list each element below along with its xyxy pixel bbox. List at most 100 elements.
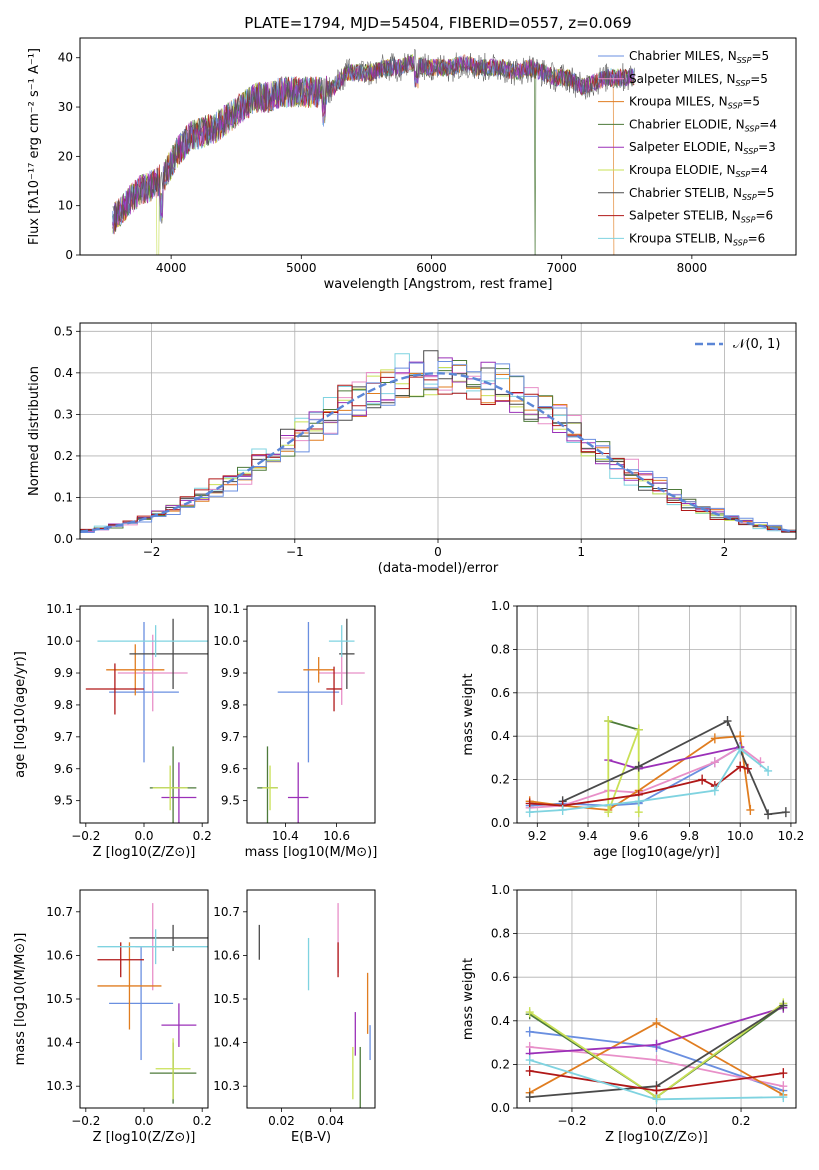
axes-frame <box>246 605 376 824</box>
legend-label: Kroupa MILES, NSSP=5 <box>629 95 760 111</box>
x-tick-label: 9.2 <box>528 829 547 843</box>
x-tick-label: 0.02 <box>268 1114 295 1128</box>
spectrum-panel: 4000 5000 6000 7000 8000 0 10 20 30 40 wavelength … <box>27 37 797 292</box>
x-tick-label: 8000 <box>677 261 708 275</box>
observed-spectrum-line <box>112 48 635 232</box>
axes-frame <box>516 605 797 824</box>
y-tick-label: 0.2 <box>54 449 73 463</box>
y-tick-label: 20 <box>58 149 73 163</box>
x-tick-label: −0.2 <box>557 1114 586 1128</box>
y-tick-label: 9.8 <box>54 698 73 712</box>
x-tick-label: 9.6 <box>629 829 648 843</box>
plot-area <box>525 998 788 1105</box>
y-axis-label: mass weight <box>461 673 476 755</box>
x-tick-label: 2 <box>721 545 729 559</box>
age-vs-metallicity-panel: −0.2 0.0 0.2 9.5 9.6 9.7 9.8 9.9 10.0 10.1 Z [log1… <box>13 602 212 860</box>
x-axis-label: Z [log10(Z/Z⊙)] <box>605 1130 708 1145</box>
weight-series-line <box>529 747 769 813</box>
y-tick-label: 0.0 <box>491 816 510 830</box>
axes-frame <box>516 889 797 1109</box>
y-tick-label: 10 <box>58 199 73 213</box>
normal-curve <box>80 372 794 533</box>
x-tick-label: 0.04 <box>317 1114 344 1128</box>
y-tick-label: 9.8 <box>221 698 240 712</box>
y-axis-label: Flux [fλ10⁻¹⁷ erg cm⁻² s⁻¹ A⁻¹] <box>27 48 42 245</box>
legend-label: Kroupa ELODIE, NSSP=4 <box>629 163 768 179</box>
y-tick-label: 0.4 <box>54 366 73 380</box>
axes-frame <box>79 605 209 824</box>
weight-series-line <box>529 746 741 807</box>
y-tick-label: 9.7 <box>221 730 240 744</box>
x-tick-label: 0.0 <box>134 829 153 843</box>
x-tick-label: −1 <box>286 545 304 559</box>
x-tick-label: −0.2 <box>71 1114 100 1128</box>
legend-label: Chabrier MILES, NSSP=5 <box>629 49 769 65</box>
y-tick-label: 1.0 <box>491 883 510 897</box>
y-axis-label: mass weight <box>461 958 476 1040</box>
y-tick-label: 9.5 <box>221 794 240 808</box>
y-tick-label: 10.0 <box>46 634 73 648</box>
legend-label: Salpeter MILES, NSSP=5 <box>629 72 768 88</box>
x-tick-label: 4000 <box>156 261 187 275</box>
y-tick-label: 0.0 <box>491 1101 510 1115</box>
y-tick-label: 0.4 <box>491 729 510 743</box>
y-tick-label: 10.7 <box>213 905 240 919</box>
y-tick-label: 0.6 <box>491 686 510 700</box>
y-tick-label: 9.7 <box>54 730 73 744</box>
legend-label: Chabrier ELODIE, NSSP=4 <box>629 117 777 133</box>
x-tick-label: 0 <box>434 545 442 559</box>
y-tick-label: 9.6 <box>221 762 240 776</box>
y-tick-label: 0.4 <box>491 1014 510 1028</box>
plot-area <box>97 903 208 1104</box>
figure-title: PLATE=1794, MJD=54504, FIBERID=0557, z=0… <box>244 14 631 32</box>
x-tick-label: 5000 <box>286 261 317 275</box>
axes-frame <box>246 889 376 1109</box>
y-tick-label: 0.6 <box>491 970 510 984</box>
y-axis-label: Normed distribution <box>27 366 42 496</box>
y-tick-label: 0 <box>65 248 73 262</box>
x-tick-label: 9.4 <box>578 829 597 843</box>
legend-label: Chabrier STELIB, NSSP=5 <box>629 186 774 202</box>
legend-label: Salpeter STELIB, NSSP=6 <box>629 209 773 225</box>
x-axis-label: Z [log10(Z/Z⊙)] <box>93 845 196 860</box>
y-tick-label: 10.6 <box>46 948 73 962</box>
legend-label: Salpeter ELODIE, NSSP=3 <box>629 140 776 156</box>
residual-histogram-panel: −2 −1 0 1 2 0.0 0.1 0.2 0.3 0.4 0.5 (data-model)/er… <box>27 322 797 576</box>
y-tick-label: 0.8 <box>491 927 510 941</box>
weight-series-line <box>608 720 639 731</box>
y-tick-label: 0.5 <box>54 324 73 338</box>
x-axis-label: age [log10(age/yr)] <box>593 845 720 860</box>
y-tick-label: 10.0 <box>213 634 240 648</box>
y-tick-label: 10.7 <box>46 905 73 919</box>
spectrum-line <box>112 56 635 235</box>
plot-area <box>525 716 790 820</box>
plot-area <box>257 618 365 823</box>
y-axis-label: age [log10(age/yr)] <box>13 651 28 778</box>
y-tick-label: 10.1 <box>46 602 73 616</box>
y-tick-label: 10.5 <box>213 992 240 1006</box>
y-tick-label: 0.2 <box>491 1057 510 1071</box>
y-tick-label: 10.4 <box>46 1036 73 1050</box>
age-vs-mass-panel: 10.4 10.6 9.5 9.6 9.7 9.8 9.9 10.0 10.1 mass [log… <box>213 602 377 860</box>
x-axis-label: wavelength [Angstrom, rest frame] <box>324 277 553 292</box>
x-axis-label: Z [log10(Z/Z⊙)] <box>93 1130 196 1145</box>
x-tick-label: 0.0 <box>647 1114 666 1128</box>
x-tick-label: −0.2 <box>71 829 100 843</box>
axes-frame <box>79 322 797 540</box>
y-tick-label: 10.3 <box>213 1079 240 1093</box>
y-tick-label: 10.1 <box>213 602 240 616</box>
weight-vs-metallicity-panel: −0.2 0.0 0.2 0.0 0.2 0.4 0.6 0.8 1.0 Z [log10(Z/Z… <box>461 883 797 1145</box>
x-tick-label: 10.4 <box>272 829 299 843</box>
y-tick-label: 9.5 <box>54 794 73 808</box>
x-tick-label: 6000 <box>416 261 447 275</box>
y-tick-label: 40 <box>58 51 73 65</box>
x-tick-label: 7000 <box>546 261 577 275</box>
y-tick-label: 9.9 <box>221 666 240 680</box>
y-tick-label: 10.5 <box>46 992 73 1006</box>
y-tick-label: 10.3 <box>46 1079 73 1093</box>
x-tick-label: 10.0 <box>727 829 754 843</box>
x-tick-label: 0.0 <box>134 1114 153 1128</box>
x-tick-label: 0.2 <box>193 829 212 843</box>
axes-frame <box>79 37 797 256</box>
